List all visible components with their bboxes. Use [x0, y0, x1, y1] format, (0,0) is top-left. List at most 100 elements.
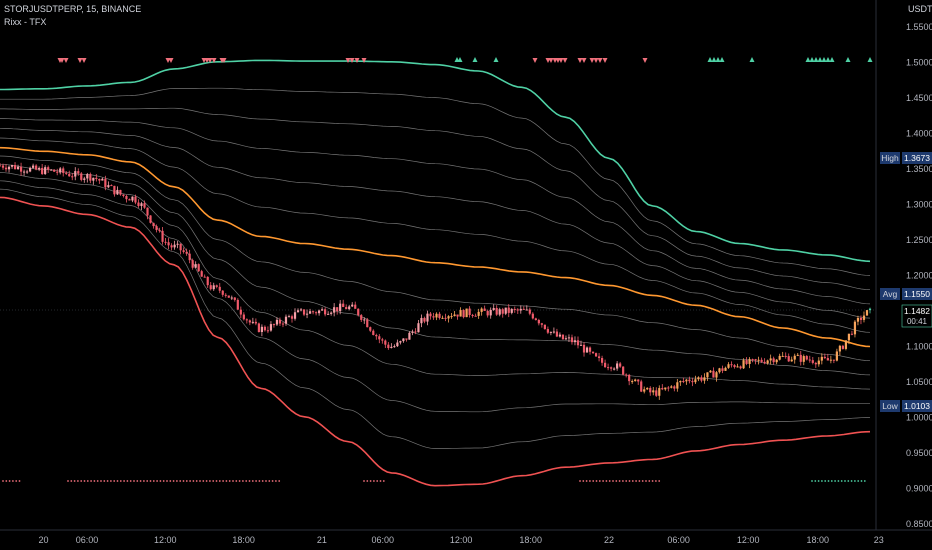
candle-body [555, 331, 559, 337]
bottom-bear-dot [5, 480, 8, 482]
candle-body [25, 171, 29, 173]
bottom-bear-dot [628, 480, 631, 482]
bottom-bear-dot [136, 480, 139, 482]
candle-body [634, 379, 637, 382]
bottom-bear-dot [152, 480, 155, 482]
bottom-bear-dot [379, 480, 382, 482]
bottom-bear-dot [651, 480, 654, 482]
time-tick-label: 12:00 [154, 535, 177, 545]
bottom-bear-dot [12, 480, 14, 482]
bottom-bear-dot [218, 480, 221, 482]
candle-body [564, 338, 568, 340]
candle-body [405, 338, 408, 340]
bottom-bear-dot [251, 480, 254, 482]
bottom-bear-dot [90, 480, 92, 482]
price-tick-label: 1.5500 [906, 22, 932, 32]
price-tick-label: 1.0500 [906, 377, 932, 387]
candle-body [498, 309, 501, 315]
sell-signal-marker [207, 58, 213, 63]
candle-body [173, 244, 176, 248]
price-tick-label: 1.3500 [906, 164, 932, 174]
candle-body [137, 202, 140, 206]
candle-body [62, 168, 65, 173]
bottom-bear-dot [382, 480, 385, 482]
bottom-bear-dot [268, 480, 271, 482]
candle-body [167, 242, 170, 246]
bottom-bear-dot [369, 480, 372, 482]
candle-body [417, 323, 420, 333]
candle-body [342, 303, 345, 308]
candle-body [251, 321, 254, 323]
candle-body [263, 326, 267, 331]
bottom-bear-dot [77, 480, 79, 482]
candle-body [266, 330, 270, 332]
candle-body [643, 389, 646, 392]
bottom-bull-dot [840, 480, 843, 482]
candle-body [327, 313, 330, 315]
buy-signal-marker [711, 57, 717, 62]
bottom-bull-dot [821, 480, 823, 482]
sell-signal-marker [211, 58, 217, 63]
candle-body [817, 360, 820, 365]
candle-body [652, 390, 655, 393]
candle-body [357, 308, 360, 316]
candle-body [360, 315, 363, 320]
candle-body [462, 310, 465, 318]
price-tick-label: 1.2500 [906, 235, 932, 245]
price-tick-label: 0.9000 [906, 484, 932, 494]
candle-body [402, 338, 405, 342]
bottom-bear-dot [146, 480, 149, 482]
bottom-bear-dot [113, 480, 116, 482]
candle-body [269, 324, 273, 331]
bottom-bear-dot [225, 480, 228, 482]
time-tick-label: 06:00 [372, 535, 395, 545]
upper-inner-band [0, 118, 871, 305]
candle-body [191, 260, 194, 268]
candle-body [242, 314, 245, 320]
sell-signal-marker [361, 58, 367, 63]
candle-body [504, 307, 507, 314]
candle-body [751, 359, 754, 361]
candle-body [841, 345, 845, 349]
bottom-bear-dot [248, 480, 251, 482]
candle-body [829, 359, 832, 361]
candle-body [724, 367, 727, 371]
candle-body [606, 367, 610, 369]
bottom-bear-dot [631, 480, 634, 482]
candle-body [284, 316, 288, 324]
candle-body [447, 316, 450, 319]
bottom-bear-dot [212, 480, 215, 482]
price-tick-label: 1.1000 [906, 342, 932, 352]
bottom-bear-dot [143, 480, 145, 482]
candle-body [314, 312, 318, 314]
candle-body [549, 331, 552, 333]
candle-body [330, 312, 333, 314]
bottom-bear-dot [103, 480, 106, 482]
candle-body [679, 381, 682, 383]
candle-body [733, 365, 736, 368]
candle-body [0, 165, 2, 167]
upper-inner-band [0, 137, 871, 333]
candle-body [305, 313, 309, 315]
bottom-bear-dot [100, 480, 102, 482]
bottom-bear-dot [15, 480, 18, 482]
candle-body [525, 309, 528, 311]
candle-body [185, 251, 188, 254]
candle-body [381, 339, 384, 341]
candle-body [47, 167, 50, 170]
bottom-bull-dot [827, 480, 830, 482]
candle-body [408, 332, 411, 340]
candle-body [763, 361, 766, 364]
buy-signal-marker [715, 57, 721, 62]
bottom-bear-dot [618, 480, 621, 482]
candle-body [16, 166, 20, 170]
candle-body [155, 226, 158, 231]
candle-body [649, 387, 652, 393]
candle-body [706, 372, 709, 378]
candle-body [868, 308, 872, 311]
candle-body [429, 313, 432, 317]
buy-signal-marker [825, 57, 831, 62]
sell-signal-marker [581, 58, 587, 63]
